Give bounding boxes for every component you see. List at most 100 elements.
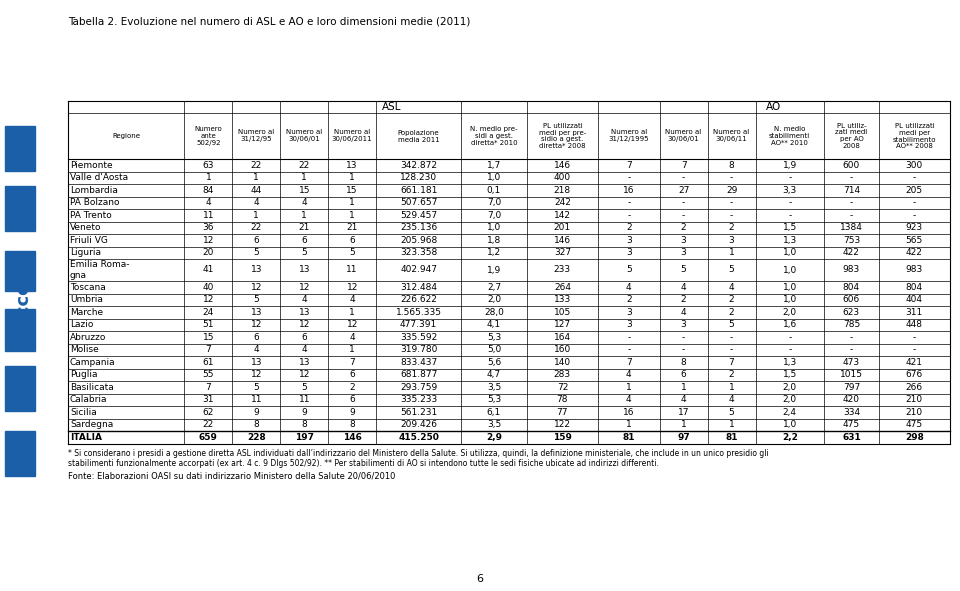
Text: 7: 7 (205, 383, 211, 392)
Text: 2,7: 2,7 (487, 282, 501, 292)
Text: 22: 22 (251, 161, 262, 170)
Text: 2: 2 (729, 308, 734, 317)
Text: 327: 327 (554, 248, 571, 257)
Text: AO: AO (766, 102, 781, 112)
Text: -: - (850, 333, 853, 342)
Text: 2,0: 2,0 (782, 308, 797, 317)
Text: -: - (627, 345, 631, 354)
Text: 29: 29 (726, 186, 737, 195)
Text: 293.759: 293.759 (400, 383, 437, 392)
Text: 51: 51 (203, 320, 214, 329)
Text: 36: 36 (203, 223, 214, 232)
Text: 6: 6 (301, 333, 307, 342)
Text: -: - (730, 211, 733, 220)
Text: 4: 4 (349, 333, 355, 342)
Text: 226.622: 226.622 (400, 296, 437, 304)
Text: 3: 3 (681, 320, 686, 329)
Text: Popolazione
media 2011: Popolazione media 2011 (397, 129, 440, 142)
Text: 5: 5 (253, 383, 259, 392)
Text: 4: 4 (681, 308, 686, 317)
Text: 11: 11 (299, 395, 310, 404)
Text: Puglia: Puglia (70, 370, 98, 379)
Text: 4: 4 (626, 395, 632, 404)
Text: 9: 9 (301, 408, 307, 417)
Text: 122: 122 (554, 420, 571, 429)
Text: Fonte: Elaborazioni OASI su dati indirizzario Ministero della Salute 20/06/2010: Fonte: Elaborazioni OASI su dati indiriz… (68, 472, 396, 480)
Text: 5,0: 5,0 (487, 345, 501, 354)
Text: 1: 1 (349, 198, 355, 207)
Text: Piemonte: Piemonte (70, 161, 112, 170)
Text: -: - (788, 198, 791, 207)
Text: 146: 146 (554, 236, 571, 245)
Text: 1,5: 1,5 (782, 223, 797, 232)
Text: 22: 22 (299, 161, 310, 170)
Text: 422: 422 (843, 248, 860, 257)
Text: 1,9: 1,9 (782, 161, 797, 170)
Text: Calabria: Calabria (70, 395, 108, 404)
Text: 7,0: 7,0 (487, 211, 501, 220)
Text: 1: 1 (729, 248, 734, 257)
Text: 61: 61 (203, 358, 214, 367)
Text: 160: 160 (554, 345, 571, 354)
Text: Numero al
30/06/2011: Numero al 30/06/2011 (332, 129, 372, 142)
Bar (5, 431, 35, 476)
Text: 797: 797 (843, 383, 860, 392)
Text: -: - (913, 198, 916, 207)
Text: N. medio pre-
sidi a gest.
diretta* 2010: N. medio pre- sidi a gest. diretta* 2010 (470, 126, 517, 146)
Text: 41: 41 (203, 265, 214, 274)
Text: Abruzzo: Abruzzo (70, 333, 107, 342)
Text: 228: 228 (247, 433, 266, 441)
Text: 28,0: 28,0 (484, 308, 504, 317)
Text: 661.181: 661.181 (400, 186, 438, 195)
Text: Basilicata: Basilicata (70, 383, 113, 392)
Text: 298: 298 (905, 433, 924, 441)
Text: 2: 2 (681, 296, 686, 304)
Text: 2,0: 2,0 (782, 383, 797, 392)
Text: PA Trento: PA Trento (70, 211, 111, 220)
Text: 2,0: 2,0 (782, 395, 797, 404)
Text: 81: 81 (726, 433, 738, 441)
Text: 6: 6 (349, 370, 355, 379)
Text: 210: 210 (906, 395, 923, 404)
Text: 133: 133 (554, 296, 571, 304)
Text: 1.565.335: 1.565.335 (396, 308, 442, 317)
Text: 164: 164 (554, 333, 571, 342)
Text: 233: 233 (554, 265, 571, 274)
Text: 12: 12 (251, 320, 262, 329)
Text: 13: 13 (299, 265, 310, 274)
Text: 6,1: 6,1 (487, 408, 501, 417)
Text: 283: 283 (554, 370, 571, 379)
Text: 72: 72 (557, 383, 568, 392)
Text: 15: 15 (203, 333, 214, 342)
Text: 1: 1 (626, 383, 632, 392)
Text: 9: 9 (253, 408, 259, 417)
Text: 323.358: 323.358 (400, 248, 437, 257)
Text: -: - (730, 173, 733, 182)
Text: Bocconi: Bocconi (13, 262, 31, 340)
Text: 31: 31 (203, 395, 214, 404)
Text: 319.780: 319.780 (400, 345, 438, 354)
Text: 13: 13 (251, 265, 262, 274)
Text: 13: 13 (251, 308, 262, 317)
Text: 4: 4 (729, 282, 734, 292)
Text: 4: 4 (349, 296, 355, 304)
Text: 128.230: 128.230 (400, 173, 437, 182)
Text: 1,0: 1,0 (782, 265, 797, 274)
Text: Numero al
30/06/01: Numero al 30/06/01 (665, 129, 702, 142)
Text: Friuli VG: Friuli VG (70, 236, 108, 245)
Text: 4: 4 (681, 282, 686, 292)
Bar (5, 126, 35, 171)
Text: 4: 4 (301, 296, 307, 304)
Text: 81: 81 (623, 433, 636, 441)
Text: Regione: Regione (112, 133, 140, 139)
Text: Umbria: Umbria (70, 296, 103, 304)
Text: 5: 5 (729, 408, 734, 417)
Text: 11: 11 (203, 211, 214, 220)
Text: -: - (730, 198, 733, 207)
Text: 2: 2 (729, 223, 734, 232)
Text: 4,7: 4,7 (487, 370, 501, 379)
Text: -: - (850, 173, 853, 182)
Text: Lombardia: Lombardia (70, 186, 118, 195)
Text: 1,6: 1,6 (782, 320, 797, 329)
Text: -: - (913, 333, 916, 342)
